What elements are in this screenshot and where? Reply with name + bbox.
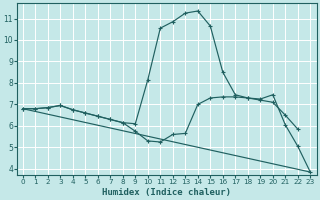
X-axis label: Humidex (Indice chaleur): Humidex (Indice chaleur) bbox=[102, 188, 231, 197]
